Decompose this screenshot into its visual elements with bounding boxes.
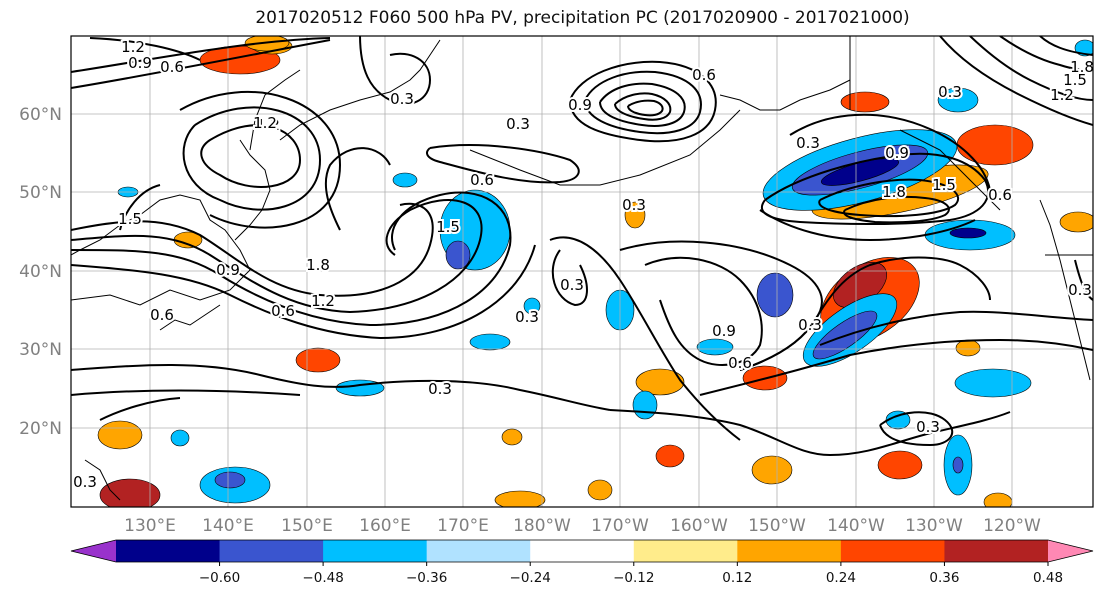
contour-label: 1.8 — [882, 183, 906, 201]
contour-label: 0.9 — [216, 261, 240, 279]
colorbar-tick-label: −0.24 — [510, 570, 551, 586]
colorbar-tick-label: −0.60 — [199, 570, 240, 586]
colorbar-segment — [530, 540, 635, 562]
lon-label: 130°E — [124, 516, 176, 536]
lon-label: 140°E — [202, 516, 254, 536]
contour-label: 0.3 — [798, 316, 822, 334]
contour-label: 0.6 — [271, 302, 295, 320]
colorbar-tick-label: −0.36 — [406, 570, 447, 586]
contour-label: 1.2 — [256, 116, 280, 134]
contour-label: 0.3 — [428, 380, 452, 398]
colorbar-segment — [426, 540, 531, 562]
coastlines — [71, 36, 1093, 501]
contour-label: 1.5 — [436, 218, 460, 236]
contour-label: 0.3 — [515, 308, 539, 326]
contour-label: 1.8 — [306, 256, 330, 274]
lon-label: 130°W — [905, 516, 963, 536]
colorbar-segment — [737, 540, 842, 562]
contour-label: 0.6 — [692, 66, 716, 84]
contour-label: 0.3 — [1068, 281, 1092, 299]
contour-label: 0.6 — [988, 186, 1012, 204]
contour-label: 0.9 — [568, 96, 592, 114]
lon-label: 120°W — [983, 516, 1041, 536]
contour-label: 1.5 — [932, 176, 956, 194]
contour-label: 0.9 — [128, 54, 152, 72]
contour-label: 1.2 — [253, 114, 277, 132]
longitude-labels: 130°E 140°E 150°E 160°E 170°E 180°W 170°… — [124, 516, 1041, 536]
contour-label: 0.6 — [728, 354, 752, 372]
lon-label: 140°W — [827, 516, 885, 536]
colorbar-tick-label: 0.36 — [929, 570, 959, 586]
colorbar-tick-label: −0.48 — [302, 570, 343, 586]
lat-label: 60°N — [19, 105, 62, 125]
contour-label: 0.3 — [506, 115, 530, 133]
lat-label: 50°N — [19, 183, 62, 203]
contour-label: 0.6 — [150, 306, 174, 324]
lon-label: 150°E — [281, 516, 333, 536]
colorbar: −0.60 −0.48 −0.36 −0.24 −0.12 0.12 0.24 0.36 0.4… — [70, 539, 1094, 586]
lon-label: 150°W — [748, 516, 806, 536]
colorbar-extend-low — [71, 540, 116, 562]
colorbar-tick-label: 0.48 — [1033, 570, 1063, 586]
lon-label: 170°E — [437, 516, 489, 536]
contour-label: 0.3 — [73, 473, 97, 491]
contour-label: 0.3 — [560, 276, 584, 294]
contour-label: 0.3 — [938, 83, 962, 101]
contour-label: 1.2 — [121, 38, 145, 56]
colorbar-segment — [633, 540, 738, 562]
contour-label: 1.5 — [118, 210, 142, 228]
colorbar-segment — [116, 540, 221, 562]
lon-label: 180°W — [513, 516, 571, 536]
latitude-labels: 60°N 50°N 40°N 30°N 20°N — [19, 105, 62, 439]
contour-label: 0.3 — [916, 418, 940, 436]
lat-label: 40°N — [19, 262, 62, 282]
contour-label: 0.9 — [712, 322, 736, 340]
colorbar-extend-high — [1048, 540, 1093, 562]
contour-label: 0.3 — [796, 134, 820, 152]
colorbar-segment — [944, 540, 1049, 562]
contour-label: 1.2 — [1050, 86, 1074, 104]
contour-label: 0.9 — [885, 144, 909, 162]
pv-contours — [71, 36, 1093, 457]
lat-label: 20°N — [19, 419, 62, 439]
contour-label: 1.2 — [311, 292, 335, 310]
map-title: 2017020512 F060 500 hPa PV, precipitatio… — [255, 8, 910, 28]
contour-label: 1.8 — [1070, 58, 1094, 76]
map-frame — [70, 35, 1094, 508]
contour-label: 0.6 — [160, 58, 184, 76]
lon-label: 160°W — [670, 516, 728, 536]
contour-label: 1.5 — [1063, 71, 1087, 89]
colorbar-segment — [840, 540, 945, 562]
contour-label: 0.3 — [390, 90, 414, 108]
lat-label: 30°N — [19, 340, 62, 360]
colorbar-segment — [219, 540, 324, 562]
colorbar-tick-label: −0.12 — [613, 570, 654, 586]
contour-labels: 1.20.9 0.60.31.2 0.30.90.60.61.51.50.91.20… — [71, 36, 1096, 493]
colorbar-tick-label: 0.24 — [826, 570, 856, 586]
contour-label: 0.6 — [470, 171, 494, 189]
colorbar-segment — [323, 540, 428, 562]
colorbar-tick-label: 0.12 — [722, 570, 752, 586]
lon-label: 170°W — [591, 516, 649, 536]
lon-label: 160°E — [359, 516, 411, 536]
contour-label: 0.3 — [622, 196, 646, 214]
colorbar-outline — [70, 539, 1094, 563]
